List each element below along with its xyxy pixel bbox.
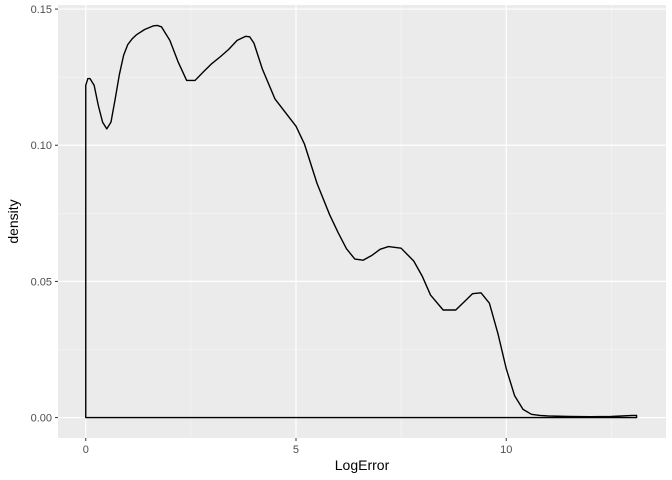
y-tick-label: 0.00 (31, 413, 52, 425)
x-tick-label: 0 (83, 444, 89, 456)
y-axis: 0.00 0.05 0.10 0.15 (31, 4, 58, 425)
series-layer (85, 24, 638, 419)
x-tick-label: 10 (500, 444, 512, 456)
x-tick-label: 5 (293, 444, 299, 456)
minor-gridlines (58, 5, 666, 438)
x-axis: 0 5 10 (83, 438, 512, 456)
y-tick-label: 0.10 (31, 140, 52, 152)
plot-panel (58, 5, 666, 438)
y-tick-label: 0.05 (31, 276, 52, 288)
y-axis-title: density (5, 199, 21, 243)
y-tick-label: 0.15 (31, 4, 52, 16)
density-curve (85, 24, 638, 419)
x-axis-title: LogError (335, 457, 390, 473)
